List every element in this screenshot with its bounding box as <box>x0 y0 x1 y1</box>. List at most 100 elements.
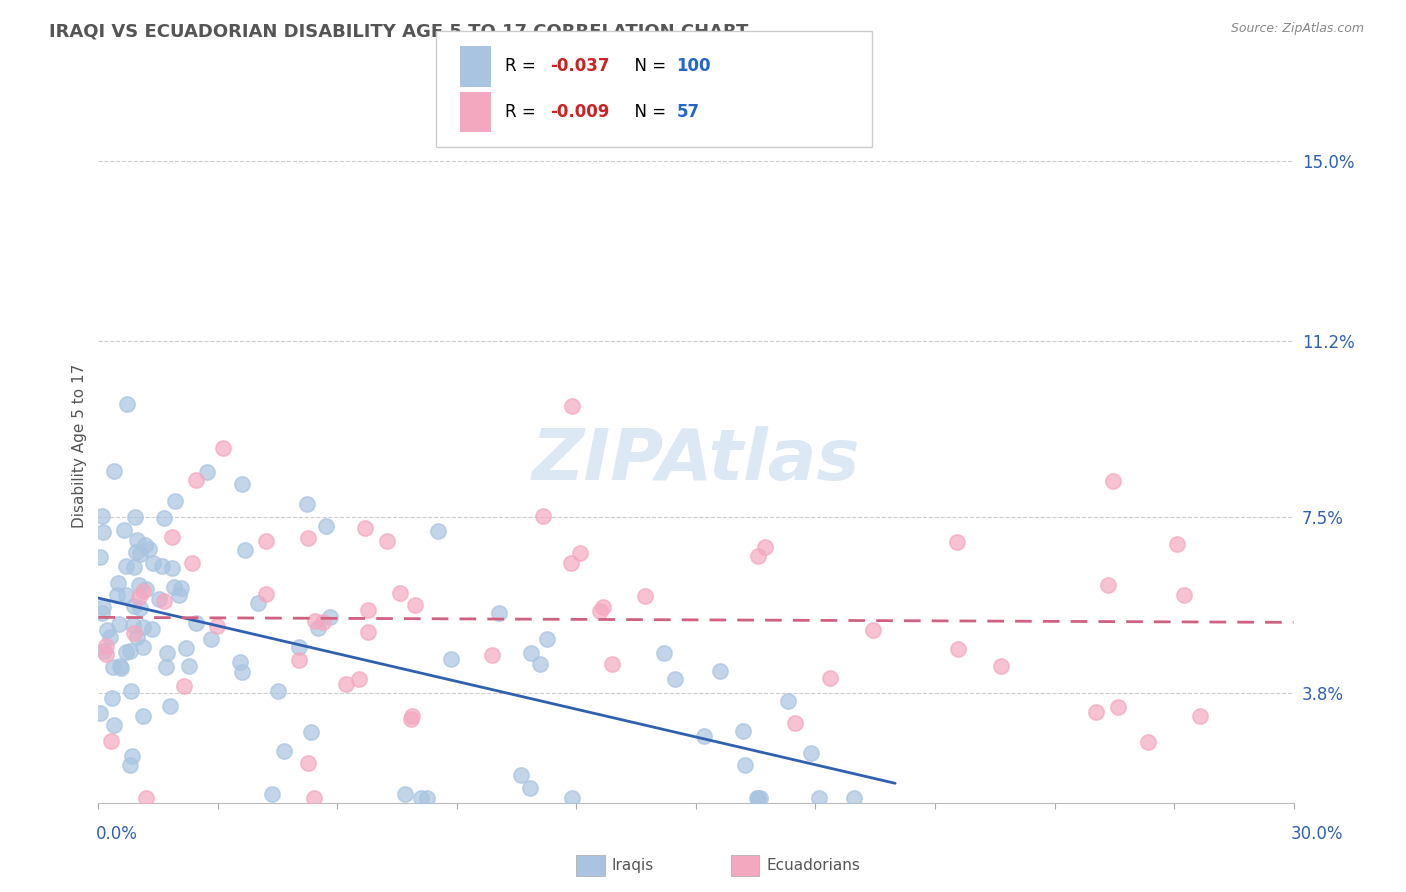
Point <box>842 791 865 805</box>
Point <box>160 530 183 544</box>
Y-axis label: Disability Age 5 to 17: Disability Age 5 to 17 <box>72 364 87 528</box>
Point <box>319 610 342 624</box>
Point <box>165 493 187 508</box>
Point <box>862 623 884 637</box>
Point <box>129 547 152 561</box>
Point <box>807 791 830 805</box>
Point <box>664 672 686 686</box>
Text: -0.037: -0.037 <box>550 57 609 76</box>
Point <box>405 598 427 612</box>
Point <box>134 538 156 552</box>
Point <box>122 625 145 640</box>
Point <box>529 657 551 671</box>
Point <box>121 748 143 763</box>
Point <box>91 508 114 523</box>
Point <box>110 658 132 673</box>
Point <box>389 586 412 600</box>
Point <box>148 592 170 607</box>
Text: 57: 57 <box>676 103 699 121</box>
Point <box>90 606 112 620</box>
Point <box>1107 699 1129 714</box>
Point <box>107 576 129 591</box>
Point <box>273 744 295 758</box>
Point <box>1101 474 1123 488</box>
Point <box>731 724 754 739</box>
Point <box>353 521 375 535</box>
Text: N =: N = <box>624 57 672 76</box>
Point <box>602 657 624 672</box>
Point <box>120 644 142 658</box>
Point <box>132 583 155 598</box>
Point <box>135 791 157 805</box>
Text: R =: R = <box>505 103 541 121</box>
Point <box>103 718 125 732</box>
Point <box>754 541 776 555</box>
Point <box>297 532 319 546</box>
Point <box>120 758 142 772</box>
Point <box>131 619 153 633</box>
Point <box>100 734 122 748</box>
Point <box>1166 537 1188 551</box>
Point <box>401 709 423 723</box>
Point <box>531 508 554 523</box>
Point <box>800 747 823 761</box>
Point <box>101 660 124 674</box>
Point <box>357 603 380 617</box>
Point <box>990 658 1012 673</box>
Text: 100: 100 <box>676 57 711 76</box>
Point <box>592 600 614 615</box>
Point <box>818 672 841 686</box>
Point <box>692 730 714 744</box>
Point <box>734 758 756 772</box>
Point <box>101 691 124 706</box>
Point <box>411 791 433 805</box>
Point <box>128 578 150 592</box>
Point <box>1136 735 1159 749</box>
Point <box>96 624 118 638</box>
Point <box>124 510 146 524</box>
Point <box>127 630 149 644</box>
Point <box>416 791 439 805</box>
Point <box>560 556 582 570</box>
Point <box>125 544 148 558</box>
Point <box>302 791 325 805</box>
Point <box>288 653 311 667</box>
Point <box>749 791 772 805</box>
Point <box>103 464 125 478</box>
Point <box>211 441 233 455</box>
Text: Ecuadorians: Ecuadorians <box>766 858 860 872</box>
Point <box>115 558 138 573</box>
Point <box>481 648 503 663</box>
Point <box>91 525 114 540</box>
Point <box>155 659 177 673</box>
Point <box>91 599 114 614</box>
Point <box>569 546 592 560</box>
Point <box>128 600 150 615</box>
Point <box>634 589 657 603</box>
Point <box>776 694 799 708</box>
Point <box>307 621 329 635</box>
Point <box>131 709 153 723</box>
Point <box>439 651 461 665</box>
Point <box>89 550 111 565</box>
Point <box>315 518 337 533</box>
Point <box>152 559 174 574</box>
Point <box>299 724 322 739</box>
Point <box>394 787 416 801</box>
Point <box>1173 588 1195 602</box>
Point <box>709 664 731 678</box>
Text: N =: N = <box>624 103 672 121</box>
Point <box>115 397 138 411</box>
Point <box>152 594 174 608</box>
Point <box>426 524 449 538</box>
Point <box>96 640 118 654</box>
Text: 30.0%: 30.0% <box>1291 825 1343 843</box>
Text: -0.009: -0.009 <box>550 103 609 121</box>
Point <box>295 497 318 511</box>
Point <box>1097 578 1119 592</box>
Point <box>652 646 675 660</box>
Point <box>114 645 136 659</box>
Point <box>235 543 257 558</box>
Point <box>399 712 422 726</box>
Point <box>159 699 181 714</box>
